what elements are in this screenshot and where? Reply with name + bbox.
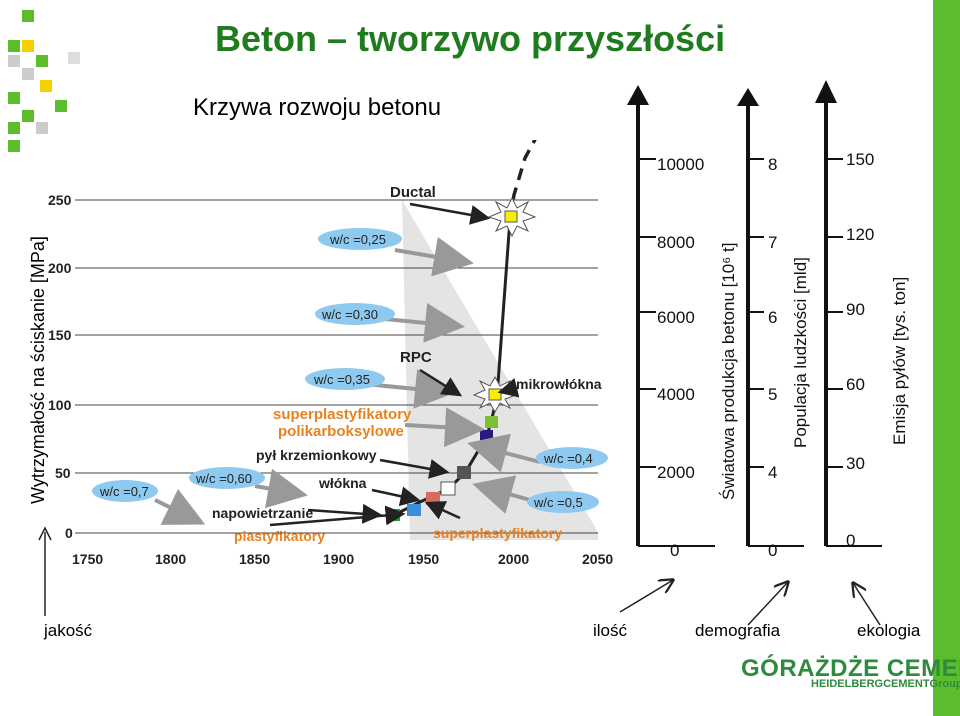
- annotation-superplasticizers-pce-2: polikarboksylowe: [278, 423, 404, 440]
- dust-tick: 150: [846, 150, 874, 169]
- annotation-superplasticizers-pce: superplastyfikatory: [273, 406, 412, 423]
- population-tick: 0: [768, 541, 777, 560]
- annotation-microfibers: mikrowłókna: [516, 376, 602, 392]
- y-tick: 50: [55, 465, 71, 481]
- annotation-fibers: włókna: [318, 475, 367, 491]
- dust-tick: 120: [846, 225, 874, 244]
- milestone-marker: [440, 481, 456, 496]
- dust-axis-label: Emisja pyłów [tys. ton]: [890, 277, 909, 445]
- population-tick: 7: [768, 233, 777, 252]
- production-axis-arrow: [627, 85, 649, 105]
- milestone-marker: [407, 504, 421, 516]
- company-logo-sub: HEIDELBERGCEMENTGroup: [811, 678, 960, 690]
- wc-label: w/c =0,35: [313, 372, 370, 387]
- annotation-air-entrainment: napowietrzanie: [212, 505, 313, 521]
- wc-label: w/c =0,25: [329, 232, 386, 247]
- milestone-marker: [457, 466, 471, 479]
- population-tick: 8: [768, 155, 777, 174]
- label-quality: jakość: [44, 621, 93, 640]
- y-tick: 250: [48, 192, 72, 208]
- dust-tick: 0: [846, 531, 855, 550]
- wc-bubble: [536, 447, 608, 469]
- wc-bubble: [318, 228, 402, 250]
- label-demography: demografia: [695, 621, 781, 640]
- dust-axis-arrow: [815, 80, 837, 103]
- dust-tick: 60: [846, 375, 865, 394]
- page-subtitle: Krzywa rozwoju betonu: [193, 94, 442, 121]
- label-quantity: ilość: [593, 621, 628, 640]
- x-tick: 1950: [408, 551, 439, 567]
- wc-label: w/c =0,5: [533, 495, 583, 510]
- future-curve: [508, 140, 537, 220]
- dust-tick: 30: [846, 454, 865, 473]
- wc-bubble: [527, 491, 599, 513]
- wc-label: w/c =0,4: [543, 451, 593, 466]
- page-title: Beton – tworzywo przyszłości: [215, 18, 726, 59]
- x-tick: 1800: [155, 551, 186, 567]
- wc-bubble: [315, 303, 395, 325]
- y-tick: 200: [48, 260, 72, 276]
- annotation-silica-fume: pył krzemionkowy: [256, 447, 377, 463]
- annotation-ductal: Ductal: [390, 184, 436, 201]
- population-tick: 5: [768, 385, 777, 404]
- production-tick: 8000: [657, 233, 695, 252]
- population-axis-label: Populacja ludzkości [mld]: [791, 257, 810, 448]
- population-tick: 6: [768, 308, 777, 327]
- grid: [75, 199, 598, 534]
- milestone-marker: [480, 430, 493, 442]
- population-tick: 4: [768, 463, 777, 482]
- x-tick: 1900: [323, 551, 354, 567]
- production-tick: 6000: [657, 308, 695, 327]
- annotation-plasticizers: plastyfikatory: [234, 528, 325, 544]
- production-axis-label: Światowa produkcja betonu [10⁶ t]: [719, 243, 738, 500]
- wc-bubble: [189, 467, 265, 489]
- wc-bubble: [305, 368, 385, 390]
- production-tick: 4000: [657, 385, 695, 404]
- annotation-superplasticizers: superplastyfikatory: [433, 525, 562, 541]
- right-axes: 10000 8000 6000 4000 2000 0 Światowa pro…: [619, 80, 909, 626]
- accent-bar: [933, 0, 960, 716]
- wc-label: w/c =0,60: [195, 471, 252, 486]
- left-axis-label: Wytrzymałość na ściskanie [MPa]: [28, 236, 48, 504]
- x-tick: 2050: [582, 551, 613, 567]
- wc-bubble: [92, 480, 158, 502]
- label-ecology: ekologia: [857, 621, 921, 640]
- annotation-rpc: RPC: [400, 349, 432, 366]
- company-logo: GÓRAŻDŻE CEMENT: [741, 655, 960, 682]
- milestone-marker: [485, 416, 498, 428]
- x-tick: 1850: [239, 551, 270, 567]
- wc-label: w/c =0,30: [321, 307, 378, 322]
- production-tick: 2000: [657, 463, 695, 482]
- y-tick: 150: [48, 327, 72, 343]
- wc-label: w/c =0,7: [99, 484, 149, 499]
- y-tick: 100: [48, 397, 72, 413]
- x-tick: 1750: [72, 551, 103, 567]
- dust-tick: 90: [846, 300, 865, 319]
- y-tick: 0: [65, 525, 73, 541]
- production-tick: 0: [670, 541, 679, 560]
- corner-decoration: [8, 10, 80, 152]
- population-axis-arrow: [737, 88, 759, 106]
- production-tick: 10000: [657, 155, 704, 174]
- quality-arrow: [38, 526, 52, 616]
- left-axis-title: Wytrzymałość na ściskanie [MPa]: [28, 236, 48, 504]
- x-tick: 2000: [498, 551, 529, 567]
- development-chart: 250 200 150 100 50 0 1750 1800 1850 1900…: [48, 140, 613, 567]
